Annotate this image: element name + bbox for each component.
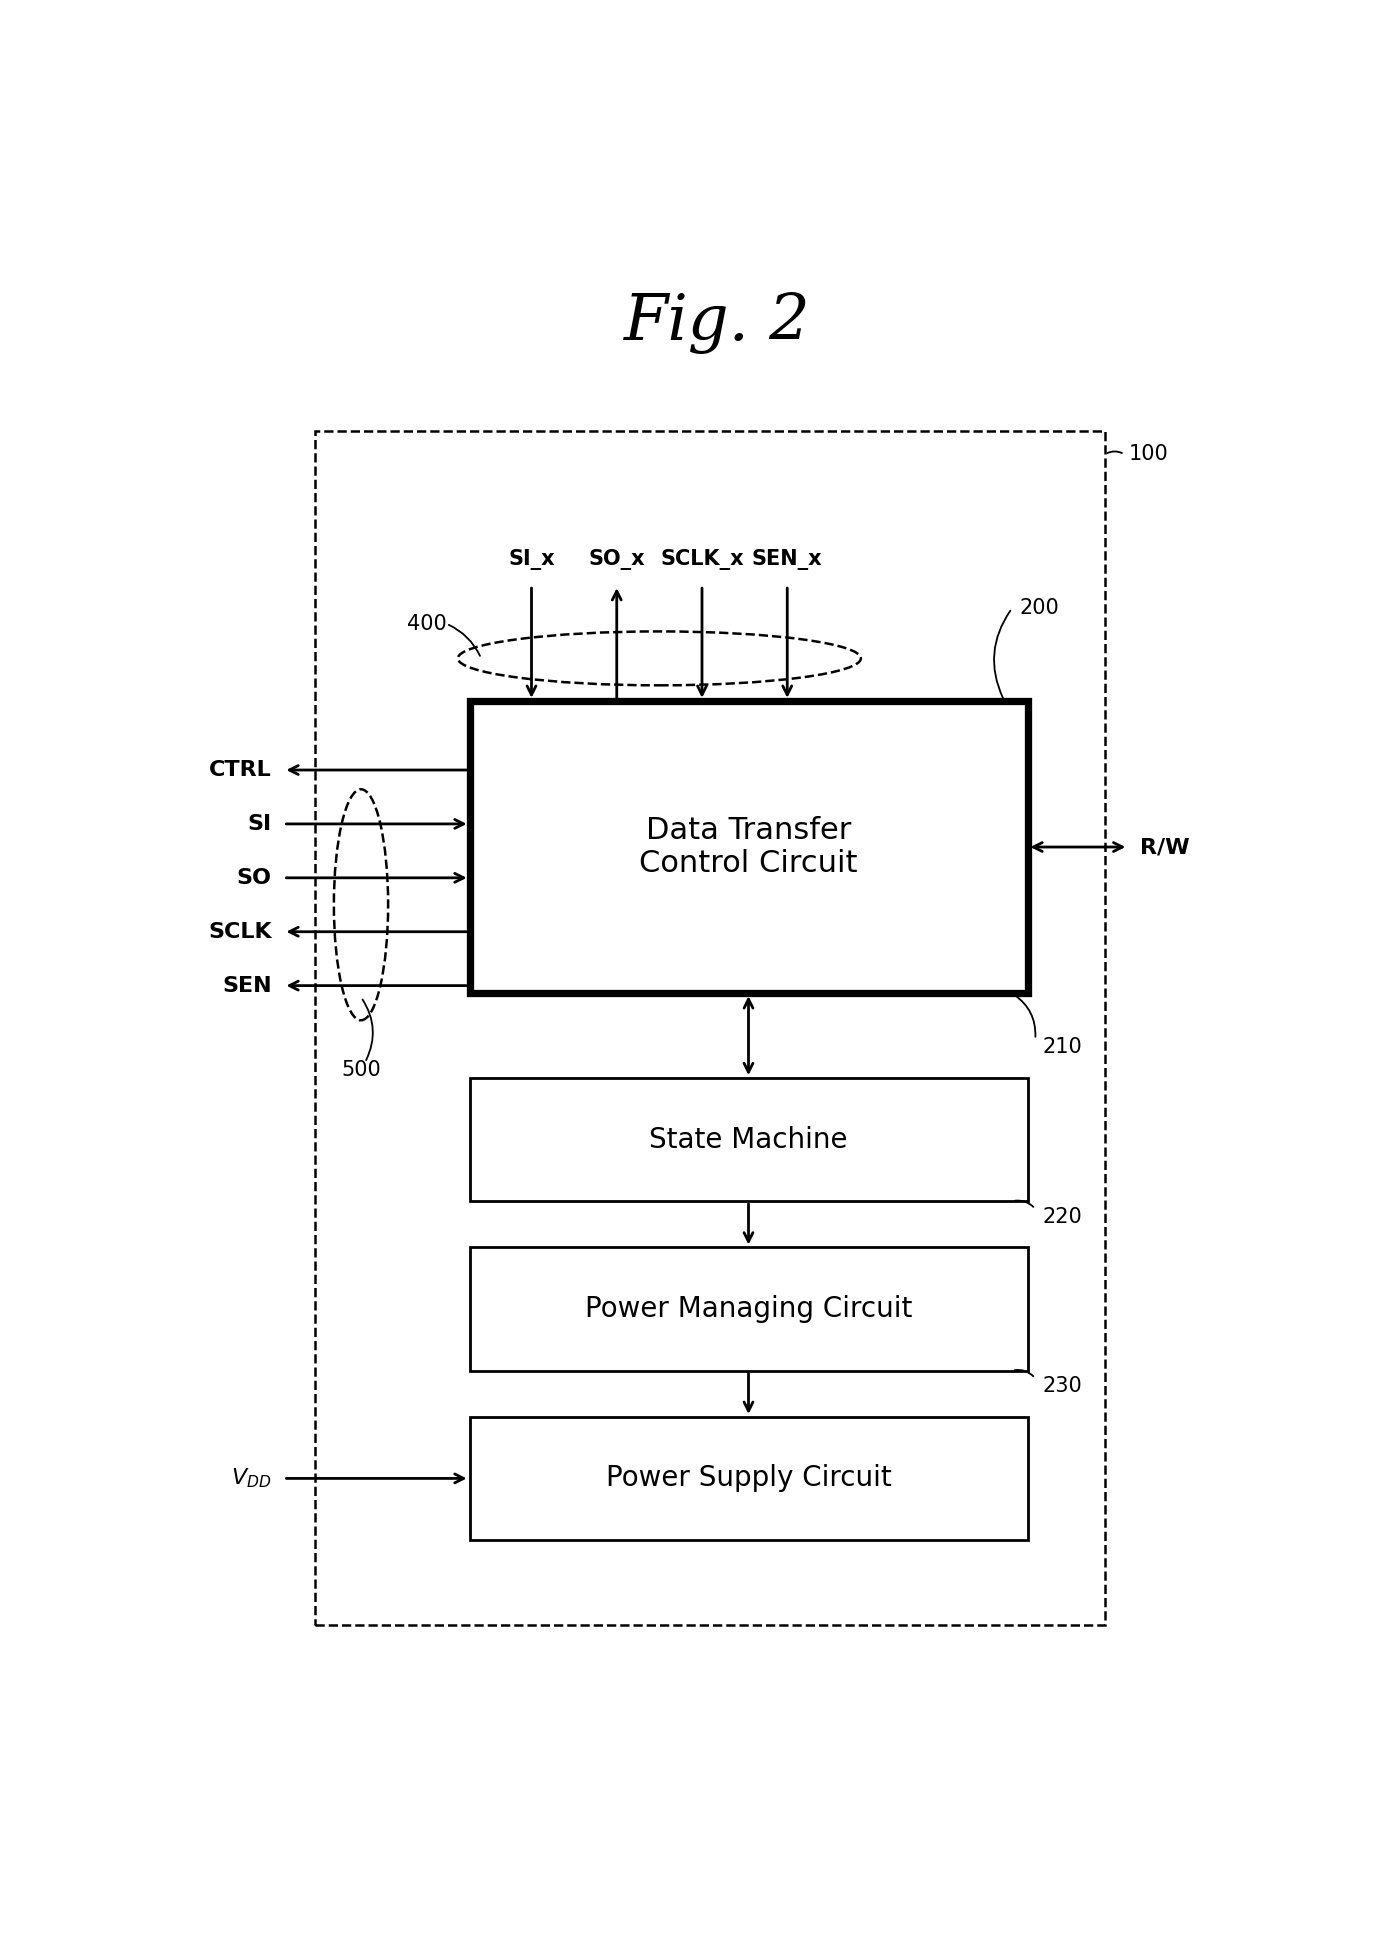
Text: $V_{DD}$: $V_{DD}$ bbox=[231, 1467, 272, 1490]
Text: Power Supply Circuit: Power Supply Circuit bbox=[606, 1465, 892, 1492]
Bar bbox=[469, 1417, 1028, 1541]
Text: SI_x: SI_x bbox=[508, 548, 554, 570]
Bar bbox=[469, 1078, 1028, 1202]
Text: SO_x: SO_x bbox=[588, 548, 645, 570]
Bar bbox=[315, 432, 1105, 1624]
Text: CTRL: CTRL bbox=[209, 760, 272, 779]
Text: SCLK: SCLK bbox=[209, 922, 272, 942]
Text: SI: SI bbox=[248, 814, 272, 833]
Text: Power Managing Circuit: Power Managing Circuit bbox=[585, 1295, 913, 1324]
Text: SO: SO bbox=[237, 868, 272, 888]
Text: SEN: SEN bbox=[223, 975, 272, 996]
Bar bbox=[469, 1248, 1028, 1370]
Text: 100: 100 bbox=[1128, 444, 1168, 465]
Bar bbox=[469, 702, 1028, 994]
Text: SCLK_x: SCLK_x bbox=[661, 548, 743, 570]
Text: SEN_x: SEN_x bbox=[752, 548, 823, 570]
Text: 500: 500 bbox=[342, 1060, 381, 1079]
Text: Data Transfer
Control Circuit: Data Transfer Control Circuit bbox=[640, 816, 858, 878]
Text: R/W: R/W bbox=[1140, 837, 1190, 857]
Text: Fig. 2: Fig. 2 bbox=[624, 293, 811, 355]
Text: 200: 200 bbox=[1019, 599, 1060, 618]
Text: State Machine: State Machine bbox=[650, 1126, 848, 1153]
Text: 220: 220 bbox=[1043, 1207, 1082, 1227]
Text: 210: 210 bbox=[1043, 1037, 1082, 1058]
Text: 230: 230 bbox=[1043, 1376, 1082, 1395]
Text: 400: 400 bbox=[407, 614, 447, 634]
